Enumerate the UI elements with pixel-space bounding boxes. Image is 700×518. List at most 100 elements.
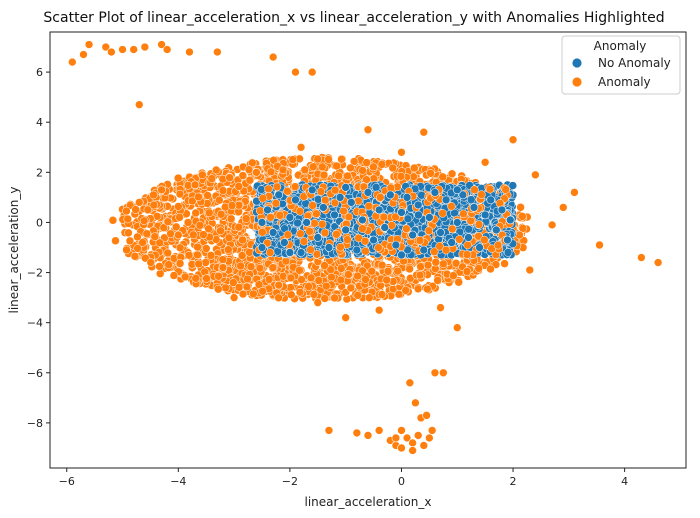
data-point bbox=[447, 202, 456, 211]
data-point bbox=[320, 261, 329, 270]
data-point bbox=[462, 267, 472, 276]
data-point-anomaly bbox=[84, 40, 94, 49]
data-point bbox=[255, 263, 265, 273]
data-point bbox=[332, 230, 341, 239]
data-point-anomaly bbox=[531, 170, 540, 180]
data-point bbox=[464, 224, 473, 234]
data-point bbox=[304, 282, 313, 291]
data-point bbox=[470, 185, 479, 194]
data-point-no-anomaly bbox=[369, 235, 378, 245]
data-point bbox=[327, 272, 336, 282]
y-tick-label: 2 bbox=[36, 166, 43, 179]
data-point-anomaly bbox=[68, 57, 77, 67]
data-point-anomaly bbox=[427, 426, 437, 435]
data-point bbox=[226, 214, 236, 223]
data-point bbox=[224, 245, 233, 254]
data-point bbox=[353, 271, 362, 281]
data-point-anomaly bbox=[252, 168, 261, 177]
data-point bbox=[124, 228, 133, 238]
data-point-no-anomaly bbox=[397, 250, 406, 260]
data-point-no-anomaly bbox=[441, 195, 451, 205]
data-point bbox=[382, 275, 391, 285]
data-point bbox=[286, 283, 295, 292]
y-axis-ticks: −8 −6 −4 −2 0 2 4 6 bbox=[27, 66, 50, 430]
data-point bbox=[336, 242, 345, 252]
data-point bbox=[441, 245, 451, 255]
data-point bbox=[169, 271, 179, 280]
data-point bbox=[401, 286, 410, 295]
data-point-anomaly bbox=[408, 438, 417, 448]
data-point bbox=[413, 284, 423, 294]
data-point-anomaly bbox=[274, 280, 284, 290]
data-point bbox=[155, 269, 165, 278]
data-point-anomaly bbox=[185, 47, 194, 57]
data-point bbox=[202, 244, 211, 253]
data-point-no-anomaly bbox=[486, 195, 496, 205]
data-point bbox=[265, 248, 275, 257]
data-point bbox=[474, 264, 483, 273]
data-point bbox=[258, 286, 267, 296]
data-point-anomaly bbox=[363, 431, 373, 440]
data-point bbox=[308, 201, 317, 210]
data-point bbox=[204, 224, 213, 234]
data-point bbox=[159, 223, 169, 232]
data-point-no-anomaly bbox=[413, 200, 423, 210]
data-point bbox=[149, 200, 159, 210]
data-point bbox=[243, 274, 252, 284]
data-point-no-anomaly bbox=[358, 215, 367, 225]
data-point-anomaly bbox=[595, 240, 604, 250]
data-point bbox=[198, 170, 207, 180]
data-point bbox=[299, 237, 309, 246]
data-point bbox=[431, 257, 441, 267]
data-point-anomaly bbox=[637, 253, 646, 262]
data-point bbox=[396, 172, 406, 181]
data-point-no-anomaly bbox=[257, 218, 267, 227]
data-point bbox=[501, 185, 510, 194]
data-point bbox=[288, 155, 298, 164]
data-point-no-anomaly bbox=[319, 203, 328, 212]
data-point-anomaly bbox=[425, 433, 434, 443]
data-point bbox=[207, 174, 217, 183]
data-point bbox=[225, 173, 234, 182]
data-point bbox=[193, 250, 202, 260]
data-point bbox=[175, 213, 184, 222]
data-point bbox=[150, 232, 160, 241]
data-point bbox=[258, 194, 268, 203]
data-point bbox=[122, 245, 131, 255]
data-point bbox=[415, 270, 425, 280]
data-point-no-anomaly bbox=[492, 225, 501, 235]
data-point bbox=[295, 207, 305, 216]
data-point-anomaly bbox=[436, 303, 445, 312]
data-point bbox=[466, 195, 476, 204]
data-point bbox=[477, 190, 486, 199]
data-point bbox=[142, 229, 152, 238]
data-point bbox=[319, 170, 329, 180]
data-point bbox=[258, 228, 267, 237]
data-point-no-anomaly bbox=[430, 188, 440, 197]
data-point-no-anomaly bbox=[330, 210, 339, 220]
data-point bbox=[438, 209, 447, 218]
data-point bbox=[237, 251, 247, 260]
data-point bbox=[332, 161, 341, 171]
data-point bbox=[314, 276, 324, 285]
y-tick-label: 6 bbox=[36, 66, 43, 79]
data-point bbox=[183, 218, 193, 227]
data-point bbox=[371, 183, 381, 192]
data-point-no-anomaly bbox=[402, 193, 412, 202]
data-point bbox=[211, 165, 221, 175]
data-point bbox=[337, 154, 346, 164]
data-point bbox=[295, 287, 305, 297]
data-point bbox=[191, 208, 201, 218]
data-point bbox=[234, 222, 244, 232]
x-tick-label: −4 bbox=[170, 475, 186, 488]
data-point bbox=[379, 212, 389, 222]
y-tick-label: −8 bbox=[27, 417, 43, 430]
data-point bbox=[283, 186, 292, 196]
data-point-no-anomaly bbox=[374, 205, 384, 215]
data-point bbox=[454, 277, 463, 287]
data-point-no-anomaly bbox=[302, 218, 311, 227]
data-point bbox=[293, 218, 302, 228]
data-point bbox=[242, 282, 252, 292]
data-point-anomaly bbox=[430, 368, 440, 378]
data-point bbox=[322, 281, 331, 291]
